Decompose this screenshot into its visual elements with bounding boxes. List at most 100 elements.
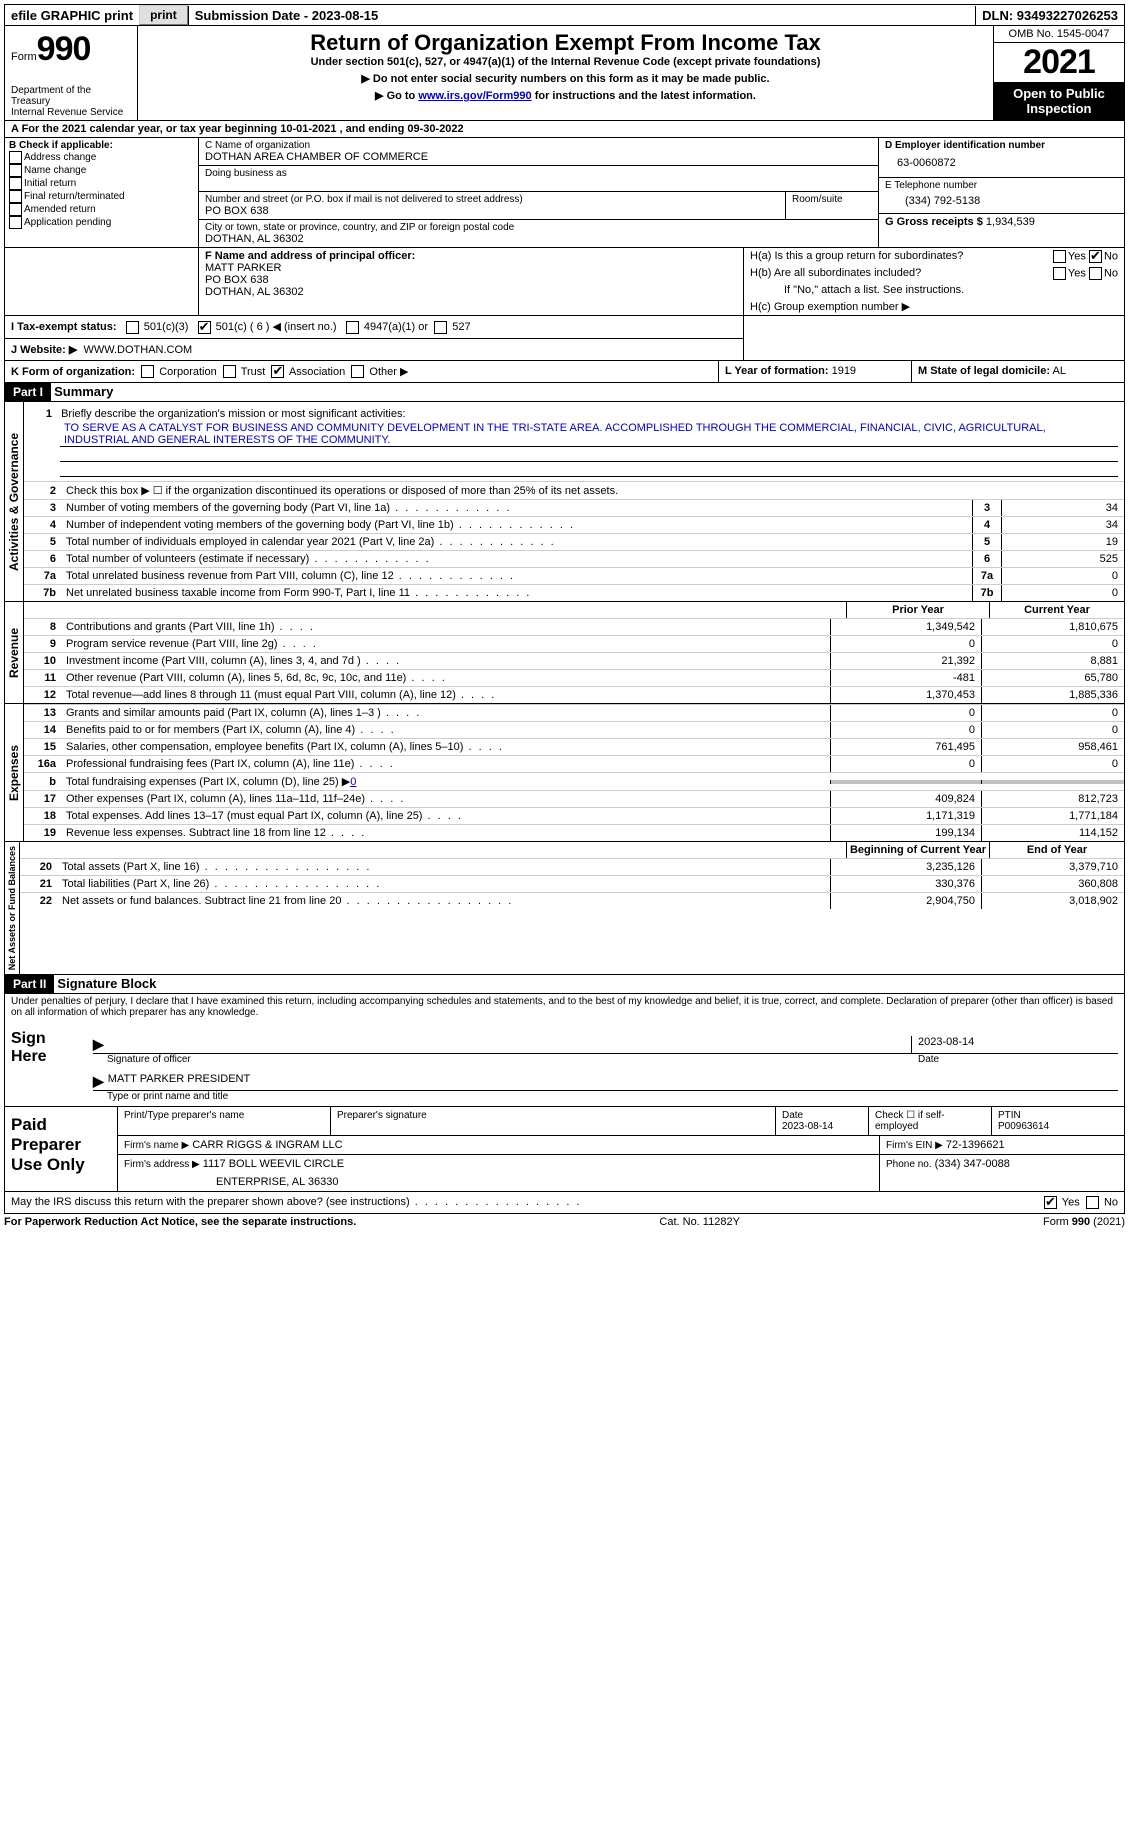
hb-label: H(b) Are all subordinates included? bbox=[750, 267, 1053, 280]
gross-value: 1,934,539 bbox=[986, 216, 1035, 228]
print-button[interactable]: print bbox=[139, 5, 188, 25]
hc-label: H(c) Group exemption number ▶ bbox=[744, 298, 1124, 315]
section-fh: F Name and address of principal officer:… bbox=[4, 248, 1125, 316]
m-label: M State of legal domicile: bbox=[918, 365, 1050, 377]
submission-date: Submission Date - 2023-08-15 bbox=[188, 6, 976, 25]
c-name-label: C Name of organization bbox=[205, 140, 872, 151]
tax-year: 2021 bbox=[994, 43, 1124, 82]
sig-name-label: Type or print name and title bbox=[107, 1091, 228, 1102]
discuss-row: May the IRS discuss this return with the… bbox=[4, 1192, 1125, 1214]
chk-501c3[interactable] bbox=[126, 321, 139, 334]
section-expenses: Expenses 13Grants and similar amounts pa… bbox=[4, 704, 1125, 842]
k-label: K Form of organization: bbox=[11, 366, 135, 378]
section-ij: I Tax-exempt status: 501(c)(3) 501(c) ( … bbox=[4, 316, 1125, 361]
ein-value: 63-0060872 bbox=[885, 151, 1118, 175]
dept-treasury: Department of the Treasury bbox=[11, 85, 131, 107]
part-ii-tag: Part II bbox=[5, 975, 54, 993]
part-i-header: Part I Summary bbox=[4, 383, 1125, 402]
chk-corp[interactable] bbox=[141, 365, 154, 378]
chk-app-pending[interactable] bbox=[9, 216, 22, 229]
side-revenue: Revenue bbox=[5, 602, 24, 703]
footer-mid: Cat. No. 11282Y bbox=[659, 1216, 740, 1228]
form-number: 990 bbox=[37, 30, 91, 68]
irs-link[interactable]: www.irs.gov/Form990 bbox=[418, 90, 531, 102]
website-value: WWW.DOTHAN.COM bbox=[83, 344, 192, 356]
officer-addr2: DOTHAN, AL 36302 bbox=[205, 286, 737, 298]
ha-label: H(a) Is this a group return for subordin… bbox=[750, 250, 1053, 263]
footer-left: For Paperwork Reduction Act Notice, see … bbox=[4, 1216, 356, 1228]
page-footer: For Paperwork Reduction Act Notice, see … bbox=[4, 1214, 1125, 1230]
gross-label: G Gross receipts $ bbox=[885, 216, 983, 228]
section-governance: Activities & Governance 1 Briefly descri… bbox=[4, 402, 1125, 602]
chk-527[interactable] bbox=[434, 321, 447, 334]
chk-final-return[interactable] bbox=[9, 190, 22, 203]
paid-label: Paid Preparer Use Only bbox=[5, 1107, 118, 1191]
org-address: PO BOX 638 bbox=[205, 205, 779, 217]
section-klm: K Form of organization: Corporation Trus… bbox=[4, 361, 1125, 384]
officer-addr1: PO BOX 638 bbox=[205, 274, 737, 286]
chk-hb-yes[interactable] bbox=[1053, 267, 1066, 280]
chk-trust[interactable] bbox=[223, 365, 236, 378]
form-word: Form bbox=[11, 51, 37, 63]
chk-hb-no[interactable] bbox=[1089, 267, 1102, 280]
year-formation: 1919 bbox=[832, 365, 856, 377]
org-city: DOTHAN, AL 36302 bbox=[205, 233, 872, 245]
section-revenue: Revenue Prior Year Current Year 8Contrib… bbox=[4, 602, 1125, 704]
i-label: I Tax-exempt status: bbox=[11, 321, 117, 333]
city-label: City or town, state or province, country… bbox=[205, 222, 872, 233]
ssn-note: ▶ Do not enter social security numbers o… bbox=[144, 72, 987, 85]
sig-date-label: Date bbox=[918, 1054, 1118, 1065]
form-subtitle: Under section 501(c), 527, or 4947(a)(1)… bbox=[144, 56, 987, 68]
col-begin: Beginning of Current Year bbox=[846, 842, 989, 858]
chk-discuss-yes[interactable] bbox=[1044, 1196, 1057, 1209]
q1-label: Briefly describe the organization's miss… bbox=[61, 408, 405, 420]
chk-4947[interactable] bbox=[346, 321, 359, 334]
form-title: Return of Organization Exempt From Incom… bbox=[144, 30, 987, 56]
paid-preparer-block: Paid Preparer Use Only Print/Type prepar… bbox=[4, 1107, 1125, 1192]
chk-name-change[interactable] bbox=[9, 164, 22, 177]
omb-number: OMB No. 1545-0047 bbox=[994, 26, 1124, 43]
side-expenses: Expenses bbox=[5, 704, 24, 841]
prep-sig-label: Preparer's signature bbox=[331, 1107, 776, 1135]
efile-label: efile GRAPHIC print bbox=[5, 6, 139, 25]
f-label: F Name and address of principal officer: bbox=[205, 250, 737, 262]
sig-date-val: 2023-08-14 bbox=[911, 1036, 1118, 1053]
org-name: DOTHAN AREA CHAMBER OF COMMERCE bbox=[205, 151, 872, 163]
part-i-tag: Part I bbox=[5, 383, 51, 401]
j-label: J Website: ▶ bbox=[11, 344, 77, 356]
part-i-title: Summary bbox=[54, 384, 113, 399]
ein-label: D Employer identification number bbox=[885, 140, 1118, 151]
l-label: L Year of formation: bbox=[725, 365, 829, 377]
chk-ha-no[interactable] bbox=[1089, 250, 1102, 263]
dept-irs: Internal Revenue Service bbox=[11, 107, 131, 118]
chk-assoc[interactable] bbox=[271, 365, 284, 378]
phone-label: E Telephone number bbox=[885, 180, 1118, 191]
goto-pre: ▶ Go to bbox=[375, 90, 418, 102]
q2-text: Check this box ▶ ☐ if the organization d… bbox=[62, 482, 1124, 499]
footer-right: Form 990 (2021) bbox=[1043, 1216, 1125, 1228]
col-prior: Prior Year bbox=[846, 602, 989, 618]
dln: DLN: 93493227026253 bbox=[976, 6, 1124, 25]
part-ii-title: Signature Block bbox=[57, 976, 156, 991]
prep-name-label: Print/Type preparer's name bbox=[118, 1107, 331, 1135]
mission-text: TO SERVE AS A CATALYST FOR BUSINESS AND … bbox=[60, 422, 1118, 447]
chk-501c[interactable] bbox=[198, 321, 211, 334]
chk-discuss-no[interactable] bbox=[1086, 1196, 1099, 1209]
chk-other[interactable] bbox=[351, 365, 364, 378]
chk-ha-yes[interactable] bbox=[1053, 250, 1066, 263]
state-domicile: AL bbox=[1052, 365, 1065, 377]
chk-amended[interactable] bbox=[9, 203, 22, 216]
col-end: End of Year bbox=[989, 842, 1124, 858]
chk-address-change[interactable] bbox=[9, 151, 22, 164]
sig-name-val: MATT PARKER PRESIDENT bbox=[104, 1073, 1118, 1090]
sign-block: Sign Here ▶ 2023-08-14 Signature of offi… bbox=[4, 1020, 1125, 1107]
goto-post: for instructions and the latest informat… bbox=[532, 90, 756, 102]
chk-initial-return[interactable] bbox=[9, 177, 22, 190]
addr-label: Number and street (or P.O. box if mail i… bbox=[205, 194, 779, 205]
top-bar: efile GRAPHIC print print Submission Dat… bbox=[4, 4, 1125, 26]
room-label: Room/suite bbox=[792, 194, 872, 205]
section-bcd: B Check if applicable: Address change Na… bbox=[4, 138, 1125, 248]
prep-check: Check ☐ if self-employed bbox=[869, 1107, 992, 1135]
officer-name: MATT PARKER bbox=[205, 262, 737, 274]
line-a: A For the 2021 calendar year, or tax yea… bbox=[4, 121, 1125, 138]
